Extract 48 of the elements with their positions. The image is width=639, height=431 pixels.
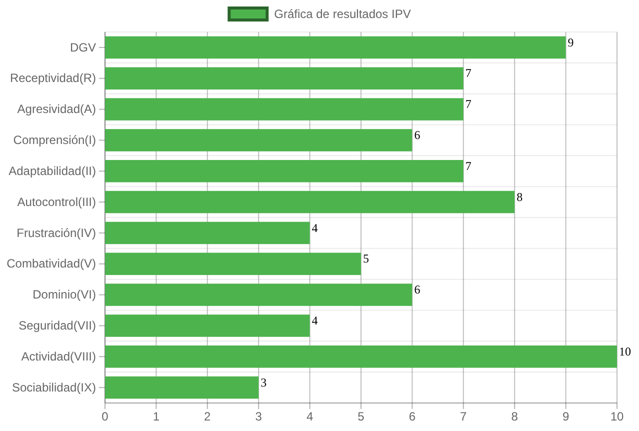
bar	[105, 67, 464, 90]
bar	[105, 252, 361, 276]
x-tick-label: 2	[204, 410, 212, 424]
bar	[105, 222, 310, 244]
data-label: 6	[414, 128, 420, 142]
y-tick-label: Actividad(VIII)	[21, 349, 96, 364]
data-label: 4	[312, 314, 318, 328]
bar	[105, 98, 464, 120]
bar	[105, 314, 310, 337]
bar	[105, 190, 515, 214]
x-tick-label: 4	[306, 410, 314, 424]
y-tick-label: Receptividad(R)	[10, 71, 96, 86]
bar	[105, 376, 259, 399]
data-label: 8	[516, 190, 523, 204]
x-tick-label: 8	[511, 410, 518, 424]
y-tick-label: Combatividad(V)	[6, 256, 96, 271]
x-tick-label: 7	[460, 410, 468, 424]
y-tick-label: DGV	[70, 40, 96, 54]
y-tick-label: Autocontrol(III)	[17, 194, 96, 209]
data-label: 9	[568, 35, 574, 50]
x-tick-label: 1	[152, 410, 160, 424]
data-label: 10	[619, 344, 631, 358]
y-tick-label: Adaptabilidad(II)	[8, 164, 96, 178]
bar	[105, 160, 464, 182]
y-tick-label: Frustración(IV)	[16, 226, 96, 240]
legend-label: Gráfica de resultados IPV	[274, 7, 411, 21]
bar	[105, 129, 412, 152]
x-tick-label: 10	[610, 410, 624, 424]
data-label: 7	[465, 158, 472, 173]
bar	[105, 345, 617, 368]
bar	[105, 284, 412, 306]
x-tick-label: 6	[408, 410, 416, 424]
y-tick-label: Comprensión(I)	[13, 133, 96, 148]
x-tick-label: 0	[102, 410, 109, 424]
data-label: 7	[465, 97, 472, 112]
data-label: 7	[465, 66, 472, 80]
data-label: 6	[414, 282, 420, 297]
y-tick-label: Agresividad(A)	[17, 102, 96, 116]
data-label: 4	[312, 220, 318, 235]
x-tick-label: 5	[358, 410, 365, 424]
y-tick-label: Dominio(VI)	[32, 288, 96, 302]
bar	[105, 36, 566, 59]
x-tick-label: 3	[255, 410, 262, 424]
y-tick-label: Sociabilidad(IX)	[12, 380, 96, 394]
y-tick-label: Seguridad(VII)	[18, 318, 96, 333]
data-label: 3	[260, 375, 267, 390]
data-label: 5	[363, 252, 369, 266]
x-tick-label: 9	[562, 410, 570, 424]
